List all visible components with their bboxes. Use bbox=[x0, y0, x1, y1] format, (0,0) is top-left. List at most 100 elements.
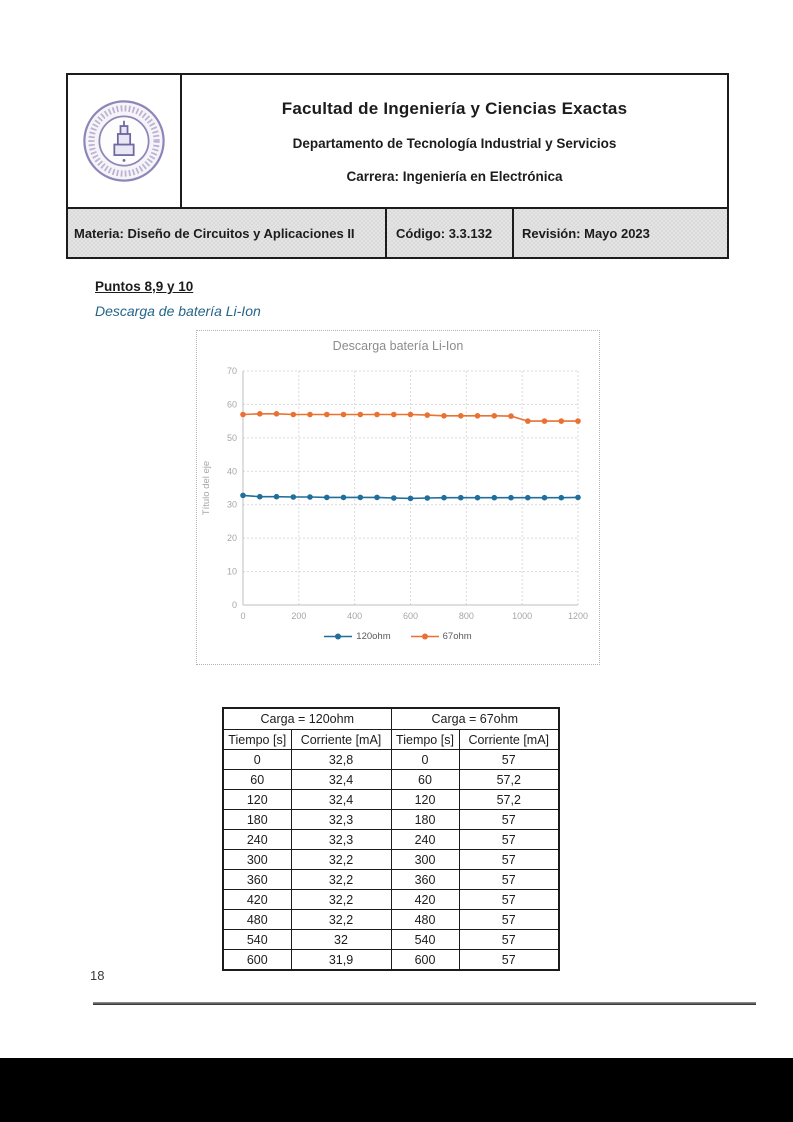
svg-text:1000: 1000 bbox=[512, 611, 532, 621]
table-cell: 32,3 bbox=[290, 809, 392, 830]
table-cell: 32,2 bbox=[290, 889, 392, 910]
table-cell: 300 bbox=[222, 849, 292, 870]
table-cell: 360 bbox=[390, 869, 460, 890]
career-title: Carrera: Ingeniería en Electrónica bbox=[346, 168, 563, 184]
table-cell: 32,8 bbox=[290, 749, 392, 770]
svg-text:200: 200 bbox=[291, 611, 306, 621]
table-row: 120 32,4 120 57,2 bbox=[222, 789, 560, 810]
table-row: 0 32,8 0 57 bbox=[222, 749, 560, 770]
table-cell: 180 bbox=[390, 809, 460, 830]
table-cell: 300 bbox=[390, 849, 460, 870]
chart-legend: 120ohm 67ohm bbox=[197, 631, 599, 642]
codigo-cell: Código: 3.3.132 bbox=[387, 209, 514, 257]
measurement-table: Carga = 120ohm Carga = 67ohm Tiempo [s] … bbox=[222, 707, 560, 971]
table-cell: 600 bbox=[222, 949, 292, 971]
table-cell: 120 bbox=[222, 789, 292, 810]
materia-cell: Materia: Diseño de Circuitos y Aplicacio… bbox=[68, 209, 387, 257]
chart-plot-area: 0 10 20 30 40 50 60 70 0 200 400 600 800 1000 1200 Títu… bbox=[201, 366, 588, 621]
table-cell: 32,4 bbox=[290, 789, 392, 810]
group-header-120ohm: Carga = 120ohm bbox=[222, 707, 392, 730]
svg-text:20: 20 bbox=[227, 533, 237, 543]
table-cell: 32,2 bbox=[290, 869, 392, 890]
page-number: 18 bbox=[90, 968, 105, 983]
table-row: 180 32,3 180 57 bbox=[222, 809, 560, 830]
svg-text:800: 800 bbox=[459, 611, 474, 621]
table-cell: 57 bbox=[458, 889, 560, 910]
table-cell: 32,4 bbox=[290, 769, 392, 790]
faculty-title: Facultad de Ingeniería y Ciencias Exacta… bbox=[281, 98, 628, 118]
table-cell: 420 bbox=[390, 889, 460, 910]
table-cell: 57 bbox=[458, 749, 560, 770]
table-row: 420 32,2 420 57 bbox=[222, 889, 560, 910]
table-row: 540 32 540 57 bbox=[222, 929, 560, 950]
table-row: 480 32,2 480 57 bbox=[222, 909, 560, 930]
table-cell: 420 bbox=[222, 889, 292, 910]
table-cell: 480 bbox=[390, 909, 460, 930]
document-header: Facultad de Ingeniería y Ciencias Exacta… bbox=[66, 73, 729, 259]
svg-text:1200: 1200 bbox=[568, 611, 588, 621]
legend-item: 120ohm bbox=[324, 631, 391, 642]
table-cell: 540 bbox=[390, 929, 460, 950]
legend-marker-icon bbox=[410, 633, 439, 640]
table-cell: 360 bbox=[222, 869, 292, 890]
svg-text:0: 0 bbox=[240, 611, 245, 621]
table-cell: 32 bbox=[290, 929, 392, 950]
header-meta-row: Materia: Diseño de Circuitos y Aplicacio… bbox=[68, 207, 727, 257]
table-group-header-row: Carga = 120ohm Carga = 67ohm bbox=[222, 707, 560, 730]
logo-cell bbox=[68, 75, 182, 207]
svg-text:Título del eje: Título del eje bbox=[201, 461, 212, 515]
table-cell: 31,9 bbox=[290, 949, 392, 971]
table-cell: 0 bbox=[222, 749, 292, 770]
svg-text:600: 600 bbox=[403, 611, 418, 621]
svg-text:30: 30 bbox=[227, 500, 237, 510]
col-header-tiempo-1: Tiempo [s] bbox=[222, 729, 292, 750]
table-cell: 57 bbox=[458, 829, 560, 850]
subsection-title: Descarga de batería Li-Ion bbox=[95, 303, 261, 319]
table-cell: 180 bbox=[222, 809, 292, 830]
table-cell: 57 bbox=[458, 909, 560, 930]
legend-label: 67ohm bbox=[442, 631, 472, 642]
svg-text:40: 40 bbox=[227, 466, 237, 476]
table-cell: 32,2 bbox=[290, 909, 392, 930]
table-column-header-row: Tiempo [s] Corriente [mA] Tiempo [s] Cor… bbox=[222, 729, 560, 750]
table-row: 300 32,2 300 57 bbox=[222, 849, 560, 870]
table-cell: 0 bbox=[390, 749, 460, 770]
svg-text:60: 60 bbox=[227, 399, 237, 409]
svg-text:50: 50 bbox=[227, 433, 237, 443]
chart: Descarga batería Li-Ion 0 10 20 30 40 50 60 70 0… bbox=[196, 330, 600, 665]
section-title: Puntos 8,9 y 10 bbox=[95, 279, 194, 294]
header-top-row: Facultad de Ingeniería y Ciencias Exacta… bbox=[68, 75, 727, 207]
group-header-67ohm: Carga = 67ohm bbox=[390, 707, 560, 730]
table-cell: 57 bbox=[458, 849, 560, 870]
legend-marker-icon bbox=[324, 633, 353, 640]
table-cell: 32,3 bbox=[290, 829, 392, 850]
department-title: Departamento de Tecnología Industrial y … bbox=[292, 136, 617, 151]
svg-text:70: 70 bbox=[227, 366, 237, 376]
table-cell: 240 bbox=[222, 829, 292, 850]
table-cell: 57 bbox=[458, 949, 560, 971]
table-cell: 57 bbox=[458, 929, 560, 950]
university-seal-icon bbox=[83, 100, 165, 182]
col-header-corriente-2: Corriente [mA] bbox=[458, 729, 560, 750]
col-header-tiempo-2: Tiempo [s] bbox=[390, 729, 460, 750]
table-cell: 120 bbox=[390, 789, 460, 810]
chart-title: Descarga batería Li-Ion bbox=[332, 339, 464, 353]
table-row: 600 31,9 600 57 bbox=[222, 949, 560, 971]
table-cell: 60 bbox=[222, 769, 292, 790]
table-row: 60 32,4 60 57,2 bbox=[222, 769, 560, 790]
table-cell: 240 bbox=[390, 829, 460, 850]
table-cell: 57,2 bbox=[458, 769, 560, 790]
svg-text:10: 10 bbox=[227, 567, 237, 577]
table-row: 360 32,2 360 57 bbox=[222, 869, 560, 890]
svg-text:400: 400 bbox=[347, 611, 362, 621]
bottom-black-bar bbox=[0, 1058, 793, 1122]
table-cell: 57 bbox=[458, 809, 560, 830]
table-cell: 60 bbox=[390, 769, 460, 790]
table-cell: 540 bbox=[222, 929, 292, 950]
revision-cell: Revisión: Mayo 2023 bbox=[522, 225, 650, 241]
table-row: 240 32,3 240 57 bbox=[222, 829, 560, 850]
table-cell: 32,2 bbox=[290, 849, 392, 870]
legend-label: 120ohm bbox=[356, 631, 391, 642]
legend-item: 67ohm bbox=[410, 631, 472, 642]
